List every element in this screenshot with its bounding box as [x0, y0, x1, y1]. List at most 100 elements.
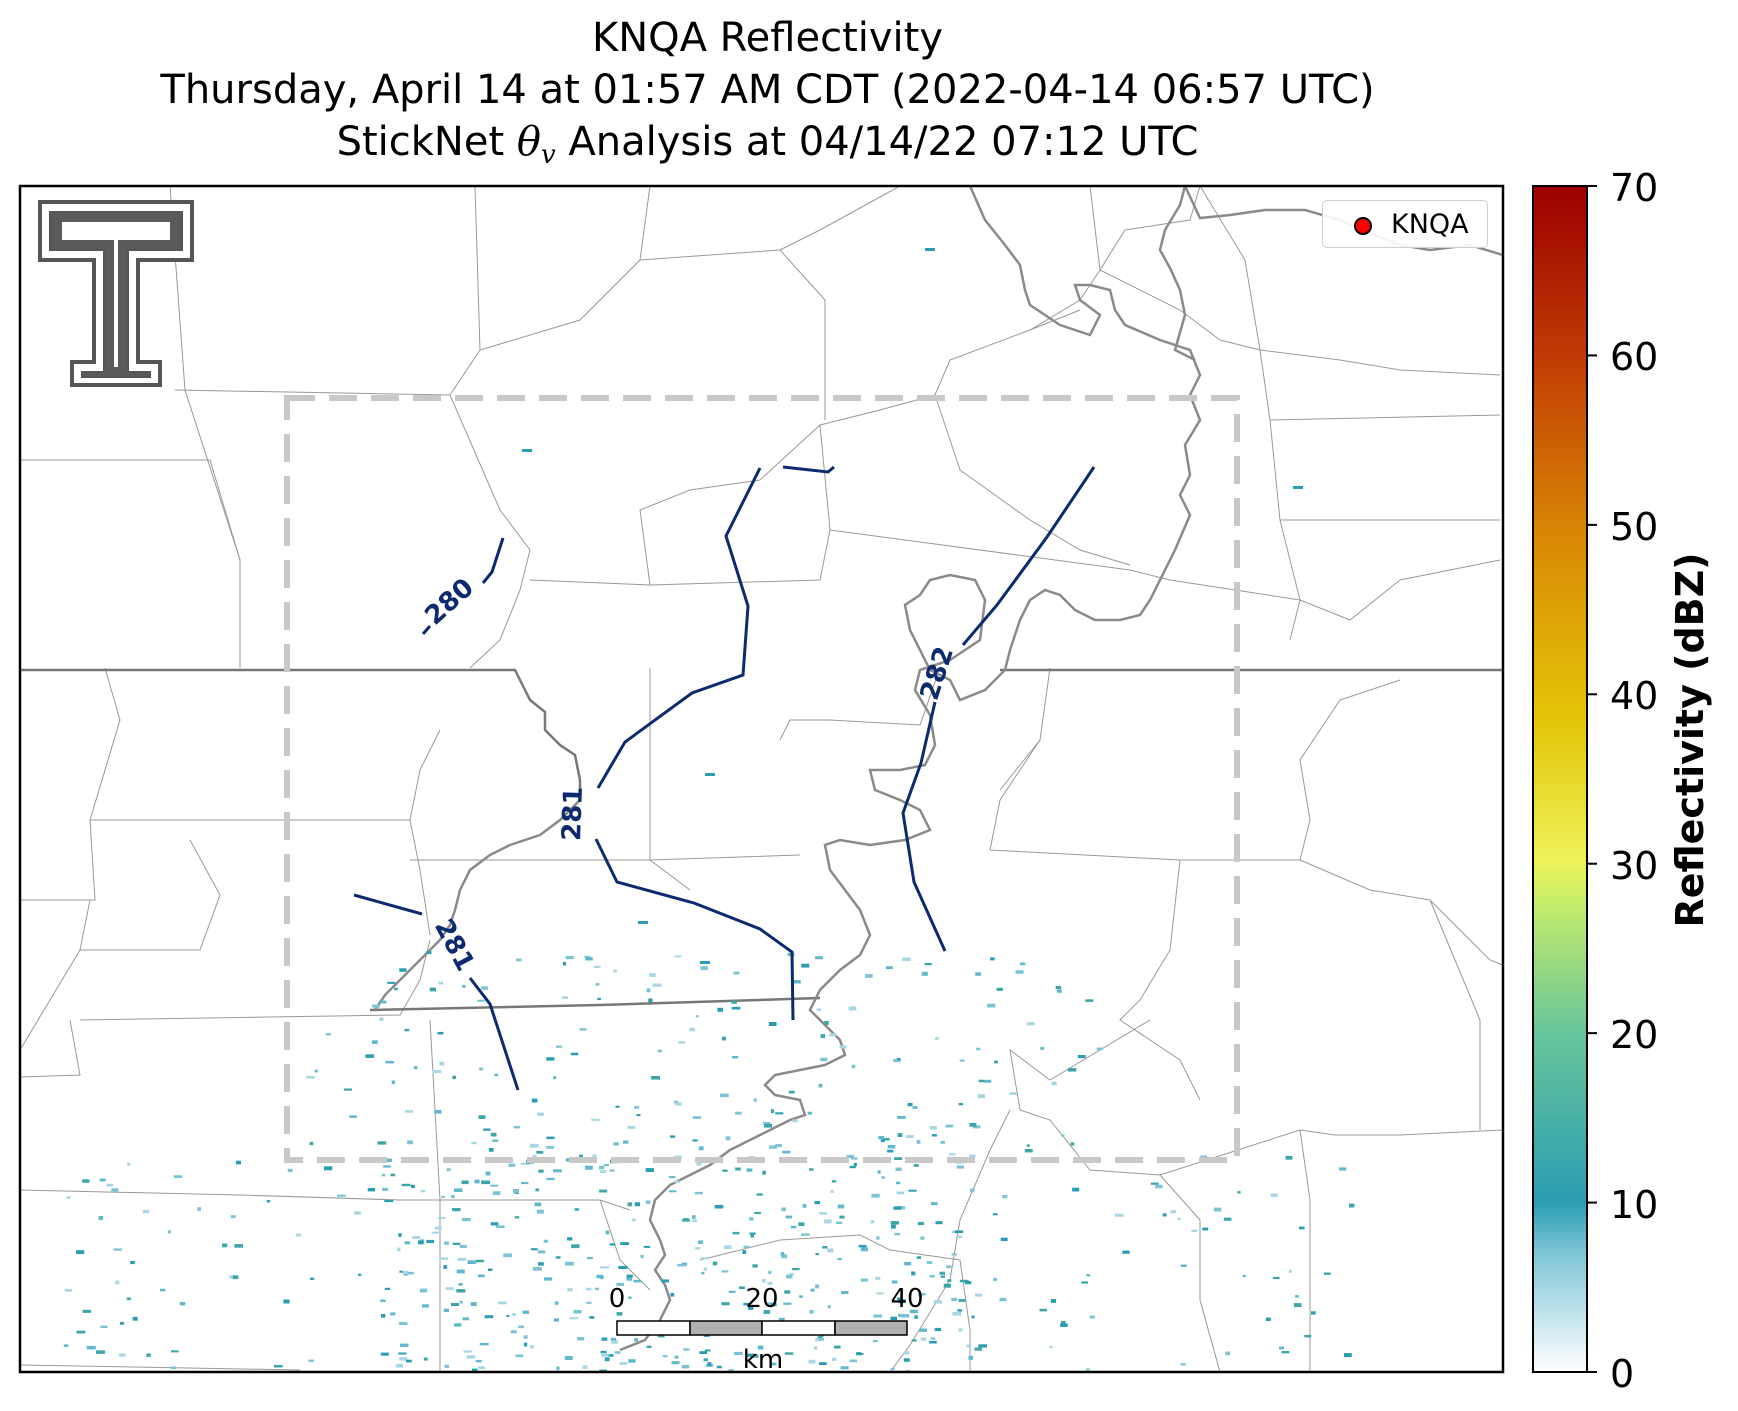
echo-pixel — [762, 1279, 766, 1283]
echo-pixel — [788, 1090, 795, 1094]
echo-pixel — [336, 1194, 346, 1197]
echo-pixel — [523, 1342, 528, 1347]
echo-pixel — [933, 1300, 943, 1304]
echo-pixel — [119, 1353, 126, 1357]
theta-symbol: θ — [516, 119, 541, 165]
echo-pixel — [459, 1244, 467, 1249]
echo-pixel — [1067, 1068, 1077, 1072]
echo-pixel — [819, 1212, 828, 1215]
echo-pixel — [601, 1337, 608, 1341]
echo-pixel — [567, 1288, 573, 1292]
echo-pixel — [1288, 1269, 1292, 1273]
echo-pixel — [958, 1328, 963, 1332]
echo-pixel — [893, 1059, 901, 1063]
echo-pixel — [616, 1282, 625, 1286]
echo-pixel — [171, 1350, 179, 1353]
echo-pixel — [913, 1164, 919, 1167]
echo-pixel — [634, 1337, 638, 1342]
echo-pixel — [229, 1275, 234, 1279]
echo-pixel — [546, 1146, 555, 1149]
subtitle-prefix: StickNet — [336, 119, 517, 165]
echo-pixel — [929, 1275, 935, 1278]
echo-pixel — [387, 981, 396, 984]
echo-pixel — [987, 1003, 996, 1008]
echo-pixel — [534, 1202, 542, 1207]
echo-pixel — [63, 1344, 69, 1347]
echo-pixel — [780, 1252, 785, 1256]
echo-pixel — [354, 1211, 361, 1215]
echo-pixel — [768, 1270, 772, 1274]
echo-pixel — [784, 1290, 791, 1294]
echo-pixel — [609, 1243, 616, 1246]
echo-pixel — [613, 969, 617, 973]
echo-pixel — [287, 1168, 293, 1173]
echo-pixel — [949, 1272, 953, 1275]
echo-pixel — [610, 1337, 617, 1341]
echo-pixel — [626, 1274, 633, 1278]
echo-pixel — [536, 1150, 544, 1154]
echo-pixel — [634, 1202, 641, 1207]
contour-281-west — [353, 893, 423, 916]
echo-pixel — [398, 1233, 402, 1237]
echo-pixel — [492, 1191, 501, 1195]
contour-282-b — [961, 466, 1096, 646]
echo-pixel — [974, 1293, 983, 1297]
echo-pixel — [814, 1201, 820, 1205]
echo-pixel — [395, 1364, 404, 1368]
echo-pixel — [380, 1000, 387, 1004]
echo-pixel — [831, 1180, 837, 1183]
echo-pixel — [536, 1209, 544, 1214]
echo-pixel — [1009, 1092, 1017, 1095]
echo-pixel — [584, 955, 591, 959]
echo-pixel — [485, 1171, 491, 1176]
echo-pixel — [896, 1297, 902, 1300]
echo-pixel — [992, 1213, 998, 1216]
echo-pixel — [309, 1277, 315, 1280]
echo-pixel — [949, 1153, 956, 1156]
map-timestamp: Thursday, April 14 at 01:57 AM CDT (2022… — [160, 67, 1375, 113]
echo-pixel — [99, 1178, 106, 1182]
echo-pixel — [832, 1357, 837, 1361]
echo-pixel — [732, 1231, 740, 1235]
colorbar-tick-60: 60 — [1610, 335, 1659, 379]
echo-pixel — [173, 1175, 182, 1179]
echo-pixel — [978, 1079, 985, 1083]
echo-pixel — [785, 1215, 792, 1219]
echo-pixel — [538, 1169, 544, 1173]
echo-pixel — [478, 1366, 485, 1370]
echo-pixel — [959, 1279, 969, 1283]
echo-pixel — [902, 957, 911, 962]
echo-pixel — [295, 1233, 301, 1237]
echo-pixel — [704, 1349, 711, 1352]
echo-pixel — [677, 1263, 686, 1267]
scale-bar — [616, 1320, 908, 1336]
echo-pixel — [897, 1058, 901, 1061]
echo-pixel — [1085, 999, 1094, 1002]
echo-pixel — [767, 1281, 773, 1285]
echo-pixel — [160, 1288, 166, 1292]
echo-pixel — [807, 1111, 812, 1115]
echo-pixel — [531, 1248, 538, 1251]
echo-pixel — [605, 1230, 610, 1235]
echo-pixel — [1298, 1226, 1305, 1230]
echo-pixel — [700, 966, 708, 971]
echo-pixel — [555, 1256, 561, 1259]
echo-pixel — [1122, 1250, 1130, 1254]
echo-pixel — [1114, 1213, 1124, 1217]
echo-pixel — [573, 1310, 582, 1314]
echo-pixel — [142, 1210, 150, 1214]
echo-pixel — [371, 1040, 378, 1044]
echo-pixel — [993, 1277, 997, 1281]
echo-pixel — [775, 1144, 782, 1148]
echo-pixel — [426, 1239, 434, 1244]
echo-pixel — [1293, 1303, 1302, 1308]
echo-pixel — [887, 1149, 894, 1153]
echo-pixel — [343, 1088, 352, 1091]
echo-pixel — [595, 1287, 600, 1291]
echo-pixel — [792, 1119, 798, 1123]
echo-pixel — [1202, 1227, 1209, 1231]
echo-pixel — [488, 1148, 494, 1152]
echo-pixel — [692, 1215, 696, 1219]
echo-pixel — [483, 1128, 491, 1131]
echo-pixel — [579, 1028, 587, 1031]
